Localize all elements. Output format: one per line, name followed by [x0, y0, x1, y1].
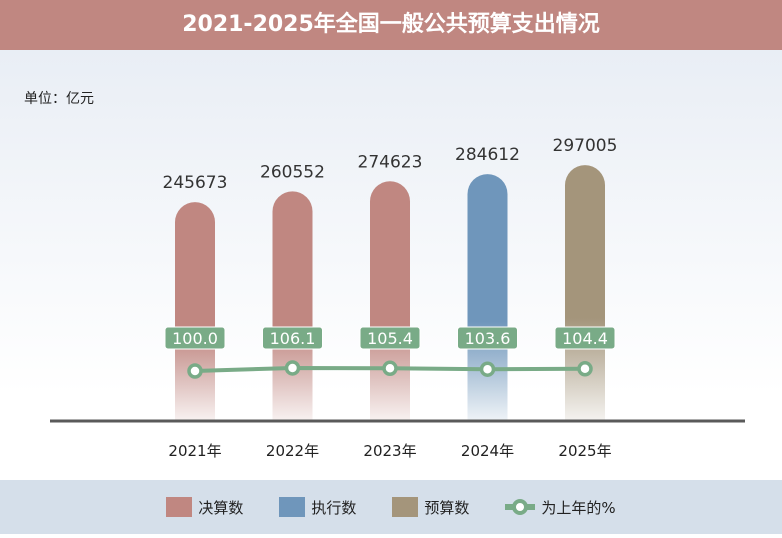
bar-value-label: 260552: [260, 162, 325, 182]
bar-value-label: 284612: [455, 145, 520, 165]
legend-swatch: [166, 497, 193, 517]
bar-value-label: 297005: [553, 136, 618, 156]
legend-swatch: [392, 497, 419, 517]
bar-2022年: [272, 191, 313, 420]
ratio-label: 105.4: [367, 329, 413, 348]
ratio-point: [479, 361, 496, 377]
ratio-label: 100.0: [172, 329, 218, 348]
ratio-label: 103.6: [465, 329, 511, 348]
legend-item-ratio: 为上年的%: [505, 497, 616, 518]
ratio-label: 106.1: [270, 329, 316, 348]
ratio-label-box: [262, 326, 323, 350]
legend-item-budget: 预算数: [392, 497, 469, 518]
legend-label: 决算数: [198, 498, 244, 517]
x-tick-label: 2023年: [363, 442, 416, 460]
bar-2025年: [565, 165, 605, 420]
chart-title: 2021-2025年全国一般公共预算支出情况: [0, 0, 782, 50]
x-tick-label: 2022年: [266, 442, 319, 460]
bar-value-label: 245673: [163, 173, 228, 193]
x-tick-label: 2025年: [558, 442, 611, 460]
legend-line-marker-icon: [505, 499, 536, 515]
legend: 决算数 执行数 预算数 为上年的%: [0, 480, 782, 534]
ratio-point: [577, 361, 593, 377]
unit-label: 单位：亿元: [24, 91, 94, 107]
ratio-label: 104.4: [562, 329, 608, 348]
chart-svg: 245673 2021年 260552 2022年 274623 2023年 284612 2…: [50, 136, 745, 460]
legend-label: 预算数: [424, 498, 470, 517]
x-tick-label: 2021年: [168, 442, 221, 460]
ratio-label-box: [164, 326, 226, 350]
ratio-point: [187, 363, 203, 379]
bar-value-label: 274623: [358, 152, 423, 172]
ratio-point: [284, 360, 301, 376]
ratio-label-box: [457, 326, 518, 350]
ratio-label-box: [554, 326, 616, 350]
legend-label: 为上年的%: [541, 498, 616, 517]
legend-item-exec: 执行数: [279, 497, 356, 518]
x-tick-label: 2024年: [461, 442, 514, 460]
bar-2023年: [370, 181, 410, 420]
bar-2024年: [467, 174, 508, 420]
ratio-label-box: [359, 326, 421, 350]
legend-swatch: [279, 497, 306, 517]
ratio-point: [382, 360, 398, 377]
legend-label: 执行数: [311, 498, 357, 517]
bar-2021年: [175, 202, 215, 420]
legend-item-final: 决算数: [166, 497, 243, 518]
